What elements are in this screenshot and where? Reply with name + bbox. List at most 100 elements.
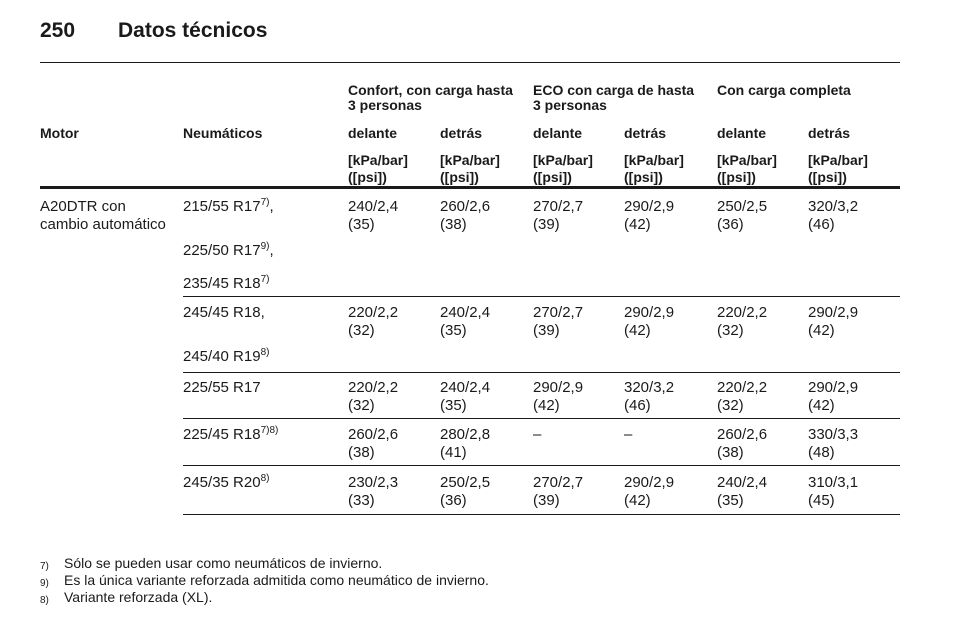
tire: 235/45 R187)	[183, 275, 269, 293]
pressure: 220/2,2	[717, 379, 768, 396]
header-rule	[40, 62, 900, 63]
pressure: (39)	[533, 216, 560, 233]
footnote-mark: 7)	[40, 561, 49, 572]
pressure: (33)	[348, 492, 375, 509]
unit: ([psi])	[440, 169, 479, 185]
page-title: Datos técnicos	[118, 19, 268, 42]
pressure: 320/3,2	[624, 379, 675, 396]
tire-size: 215/55 R17	[183, 198, 261, 215]
tire: 225/55 R17	[183, 379, 261, 397]
tire: 245/35 R208)	[183, 474, 269, 492]
pressure: 240/2,4	[440, 379, 491, 396]
footnote-ref: 9)	[260, 241, 270, 252]
pressure: 240/2,4	[440, 304, 491, 321]
pressure: 220/2,2	[717, 304, 768, 321]
group-header: 3 personas	[348, 97, 422, 113]
pressure: 270/2,7	[533, 304, 584, 321]
pressure: –	[624, 426, 633, 443]
row-rule	[183, 465, 900, 466]
pressure: (46)	[624, 397, 651, 414]
pressure: 270/2,7	[533, 198, 584, 215]
pressure: (35)	[440, 322, 467, 339]
group-header: Confort, con carga hasta	[348, 82, 513, 98]
pressure: 260/2,6	[440, 198, 491, 215]
pressure: (42)	[808, 322, 835, 339]
pressure: 220/2,2	[348, 304, 399, 321]
pressure: 220/2,2	[348, 379, 399, 396]
pressure: –	[533, 426, 542, 443]
tire-suffix: ,	[269, 242, 274, 259]
pressure: 290/2,9	[624, 198, 675, 215]
footnote-mark: 9)	[40, 578, 49, 589]
footnote-ref: 7)	[260, 197, 270, 208]
pressure: (32)	[717, 322, 744, 339]
pressure: 270/2,7	[533, 474, 584, 491]
pressure: 240/2,4	[348, 198, 399, 215]
column-header: delante	[348, 125, 398, 141]
pressure: 330/3,3	[808, 426, 859, 443]
unit: ([psi])	[808, 169, 847, 185]
column-header: detrás	[440, 125, 483, 141]
unit: [kPa/bar]	[348, 152, 408, 168]
pressure: (45)	[808, 492, 835, 509]
column-header: detrás	[808, 125, 851, 141]
pressure: (36)	[440, 492, 467, 509]
pressure: 260/2,6	[717, 426, 768, 443]
row-rule	[183, 418, 900, 419]
unit: [kPa/bar]	[533, 152, 593, 168]
page-number: 250	[40, 19, 76, 42]
tire: 245/40 R198)	[183, 348, 269, 366]
pressure: 250/2,5	[440, 474, 491, 491]
unit: [kPa/bar]	[808, 152, 868, 168]
pressure: (32)	[717, 397, 744, 414]
footnote-mark: 8)	[40, 595, 49, 606]
tire: 225/45 R187)8)	[183, 426, 278, 444]
pressure: 290/2,9	[624, 304, 675, 321]
pressure: (42)	[624, 322, 651, 339]
pressure: 290/2,9	[808, 304, 859, 321]
footnote-text: Es la única variante reforzada admitida …	[64, 572, 489, 588]
column-header: detrás	[624, 125, 667, 141]
motor: A20DTR con	[40, 198, 126, 215]
pressure: (46)	[808, 216, 835, 233]
pressure: 250/2,5	[717, 198, 768, 215]
motor: cambio automático	[40, 216, 166, 233]
pressure: (41)	[440, 444, 467, 461]
tire-size: 225/50 R17	[183, 242, 261, 259]
tire: 215/55 R177),	[183, 198, 274, 216]
pressure: (39)	[533, 492, 560, 509]
footnote-text: Sólo se pueden usar como neumáticos de i…	[64, 555, 383, 571]
column-header: Motor	[40, 125, 79, 141]
pressure: (32)	[348, 322, 375, 339]
tire-size: 245/45 R18,	[183, 304, 265, 321]
pressure: (35)	[440, 397, 467, 414]
pressure: (35)	[717, 492, 744, 509]
pressure: (38)	[717, 444, 744, 461]
tire-suffix: ,	[269, 198, 274, 215]
unit: [kPa/bar]	[717, 152, 777, 168]
pressure: (36)	[717, 216, 744, 233]
row-rule	[183, 514, 900, 515]
pressure: (42)	[624, 492, 651, 509]
pressure: (48)	[808, 444, 835, 461]
pressure: 280/2,8	[440, 426, 491, 443]
unit: [kPa/bar]	[624, 152, 684, 168]
pressure: (42)	[624, 216, 651, 233]
column-header: Neumáticos	[183, 125, 263, 141]
pressure: 290/2,9	[533, 379, 584, 396]
pressure: (42)	[533, 397, 560, 414]
unit: [kPa/bar]	[440, 152, 500, 168]
tire-size: 225/45 R18	[183, 426, 261, 443]
column-header: delante	[533, 125, 583, 141]
unit: ([psi])	[348, 169, 387, 185]
tire-size: 225/55 R17	[183, 379, 261, 396]
unit: ([psi])	[624, 169, 663, 185]
pressure: 310/3,1	[808, 474, 859, 491]
pressure: 230/2,3	[348, 474, 399, 491]
footnote-ref: 8)	[260, 347, 270, 358]
pressure: (38)	[440, 216, 467, 233]
group-header: Con carga completa	[717, 82, 851, 98]
footnote-ref: 7)8)	[260, 425, 279, 436]
unit: ([psi])	[717, 169, 756, 185]
